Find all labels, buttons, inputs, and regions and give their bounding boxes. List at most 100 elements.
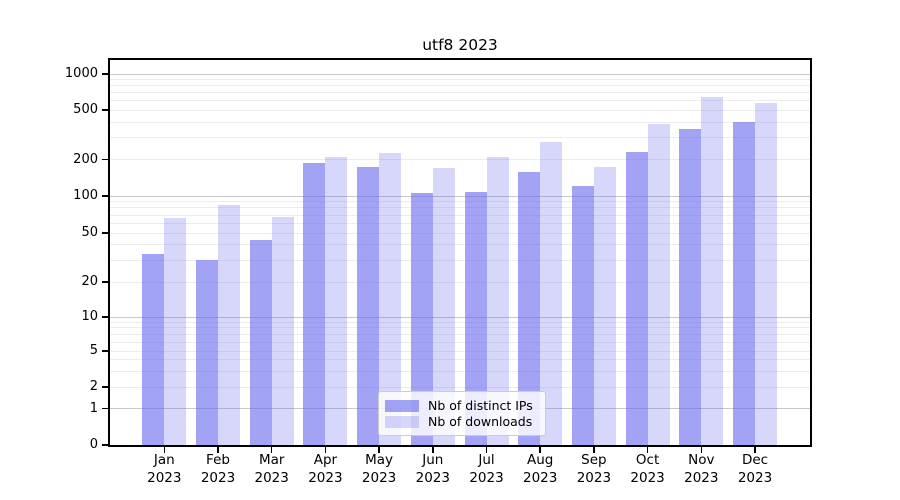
- y-tick-label-100: 100: [73, 188, 98, 203]
- minor-gridline-80: [110, 207, 810, 209]
- y-tick-label-0: 0: [89, 437, 98, 452]
- bar-jan-distinct-ips: [142, 253, 165, 445]
- bar-may-distinct-ips: [357, 166, 380, 445]
- y-tick-5: [102, 350, 110, 352]
- minor-gridline-70: [110, 214, 810, 216]
- legend-item-distinct-ips: Nb of distinct IPs: [385, 399, 537, 413]
- y-tick-10: [102, 316, 110, 318]
- minor-gridline-8: [110, 327, 810, 329]
- x-tick-label-dec: Dec 2023: [737, 452, 773, 486]
- y-tick-0: [102, 444, 110, 446]
- plot-area: Nb of distinct IPs Nb of downloads: [108, 58, 812, 447]
- x-tick-jan: [163, 447, 166, 453]
- bar-nov-downloads: [701, 96, 724, 445]
- minor-gridline-800: [110, 85, 810, 87]
- x-tick-mar: [270, 447, 273, 453]
- y-tick-200: [102, 158, 110, 161]
- bar-sep-distinct-ips: [571, 185, 594, 445]
- minor-gridline-50: [110, 232, 810, 234]
- bar-jan-downloads: [164, 218, 187, 445]
- minor-gridline-7: [110, 333, 810, 335]
- x-tick-label-sep: Sep 2023: [576, 452, 612, 486]
- y-tick-2: [102, 386, 110, 388]
- bar-mar-distinct-ips: [249, 239, 272, 445]
- minor-gridline-700: [110, 92, 810, 94]
- minor-gridline-9: [110, 321, 810, 323]
- minor-gridline-600: [110, 100, 810, 102]
- minor-gridline-200: [110, 159, 810, 160]
- y-tick-label-2: 2: [89, 379, 98, 394]
- legend-item-downloads: Nb of downloads: [385, 415, 537, 429]
- y-tick-label-20: 20: [81, 274, 98, 289]
- y-tick-50: [102, 232, 110, 234]
- x-tick-label-mar: Mar 2023: [254, 452, 289, 486]
- bar-dec-downloads: [755, 103, 777, 445]
- legend: Nb of distinct IPs Nb of downloads: [378, 391, 546, 436]
- major-gridline-10: [110, 316, 810, 318]
- y-tick-label-5: 5: [89, 343, 98, 358]
- y-tick-label-200: 200: [73, 151, 98, 167]
- x-tick-sep: [593, 447, 595, 453]
- bar-mar-downloads: [271, 216, 294, 445]
- y-tick-label-1: 1: [89, 400, 98, 416]
- bar-aug-distinct-ips: [518, 171, 541, 445]
- x-tick-may: [378, 447, 380, 453]
- bar-apr-downloads: [325, 156, 348, 445]
- y-tick-500: [102, 109, 110, 111]
- major-gridline-1000: [110, 73, 810, 75]
- x-tick-label-apr: Apr 2023: [308, 452, 343, 486]
- y-tick-100: [102, 195, 110, 197]
- x-tick-nov: [700, 447, 703, 453]
- bar-jun-downloads: [432, 168, 455, 445]
- x-tick-dec: [754, 447, 756, 453]
- legend-swatch-distinct-ips-icon: [385, 400, 419, 412]
- bar-aug-downloads: [540, 142, 563, 445]
- y-tick-20: [102, 281, 110, 283]
- bar-feb-distinct-ips: [196, 260, 218, 445]
- y-tick-label-10: 10: [81, 309, 98, 324]
- x-tick-aug: [539, 447, 541, 453]
- bar-may-downloads: [379, 152, 402, 445]
- x-tick-jul: [485, 447, 488, 453]
- minor-gridline-20: [110, 281, 810, 283]
- minor-gridline-4: [110, 359, 810, 361]
- bar-oct-distinct-ips: [625, 151, 648, 445]
- y-tick-label-500: 500: [73, 102, 98, 117]
- x-tick-oct: [646, 447, 649, 453]
- x-tick-label-oct: Oct 2023: [630, 452, 665, 486]
- minor-gridline-5: [110, 350, 810, 352]
- legend-label-downloads: Nb of downloads: [428, 414, 533, 429]
- bar-jul-downloads: [486, 156, 509, 445]
- bar-feb-downloads: [218, 205, 240, 445]
- y-tick-label-50: 50: [81, 225, 98, 240]
- bar-nov-distinct-ips: [679, 128, 702, 445]
- y-tick-label-1000: 1000: [64, 66, 98, 81]
- bar-sep-downloads: [593, 167, 616, 445]
- bar-jul-distinct-ips: [464, 191, 487, 445]
- x-tick-label-feb: Feb 2023: [200, 452, 236, 486]
- major-gridline-100: [110, 195, 810, 197]
- legend-swatch-downloads-icon: [385, 416, 419, 428]
- minor-gridline-6: [110, 341, 810, 343]
- minor-gridline-500: [110, 109, 810, 111]
- x-tick-label-jul: Jul 2023: [469, 452, 504, 486]
- y-tick-1000: [102, 73, 110, 75]
- x-tick-label-nov: Nov 2023: [684, 452, 719, 486]
- x-tick-jun: [432, 447, 434, 453]
- minor-gridline-60: [110, 222, 810, 224]
- chart-title: utf8 2023: [422, 36, 498, 54]
- minor-gridline-3: [110, 370, 810, 372]
- x-tick-label-aug: Aug 2023: [523, 452, 558, 486]
- minor-gridline-30: [110, 259, 810, 261]
- x-tick-feb: [217, 447, 219, 453]
- x-tick-label-jun: Jun 2023: [415, 452, 450, 486]
- x-tick-apr: [324, 447, 327, 453]
- minor-gridline-40: [110, 244, 810, 246]
- minor-gridline-90: [110, 201, 810, 203]
- minor-gridline-400: [110, 121, 810, 123]
- x-tick-label-jan: Jan 2023: [147, 452, 182, 486]
- bar-apr-distinct-ips: [303, 162, 326, 445]
- bar-jun-distinct-ips: [410, 193, 433, 445]
- minor-gridline-2: [110, 386, 810, 388]
- y-tick-1: [102, 407, 110, 410]
